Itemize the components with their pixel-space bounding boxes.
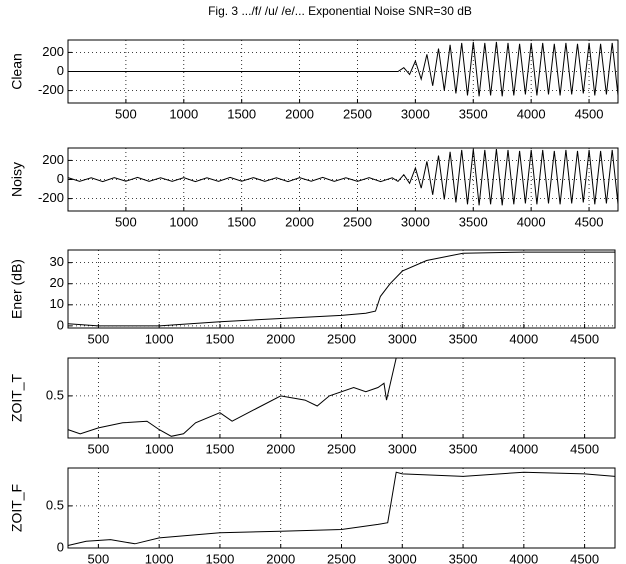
- signal-line: [67, 148, 619, 206]
- x-tick-label: 500: [115, 214, 137, 229]
- x-tick-label: 2500: [343, 106, 372, 121]
- y-tick-label: -200: [38, 82, 64, 97]
- y-tick-label: 0: [57, 539, 64, 554]
- x-tick-label: 3500: [449, 551, 478, 564]
- x-tick-label: 1500: [227, 214, 256, 229]
- x-tick-label: 1000: [145, 441, 174, 456]
- x-tick-label: 4500: [570, 441, 599, 456]
- x-tick-label: 4000: [509, 551, 538, 564]
- x-tick-label: 3000: [388, 441, 417, 456]
- y-tick-label: -200: [38, 190, 64, 205]
- figure-title: Fig. 3 .../f/ /u/ /e/... Exponential Noi…: [208, 4, 472, 18]
- y-axis-label: Ener (dB): [9, 259, 25, 319]
- y-axis-label: ZOIT_T: [9, 373, 25, 422]
- x-tick-label: 1500: [227, 106, 256, 121]
- x-tick-label: 2000: [266, 331, 295, 346]
- x-tick-label: 1000: [145, 331, 174, 346]
- x-tick-label: 3000: [401, 214, 430, 229]
- x-tick-label: 1000: [169, 214, 198, 229]
- x-tick-label: 4000: [509, 331, 538, 346]
- x-tick-label: 2500: [327, 331, 356, 346]
- y-tick-label: 0: [57, 171, 64, 186]
- x-tick-label: 3500: [459, 106, 488, 121]
- y-tick-label: 0.5: [46, 497, 64, 512]
- x-tick-label: 4500: [570, 551, 599, 564]
- x-tick-label: 1500: [205, 331, 234, 346]
- y-tick-label: 0.5: [46, 387, 64, 402]
- y-tick-label: 0: [57, 63, 64, 78]
- x-tick-label: 500: [88, 331, 110, 346]
- axes-box: [67, 357, 616, 439]
- x-tick-label: 4500: [575, 106, 604, 121]
- subplot: 500 1000 1500 2000 2500 3000 3500 4000 4500 -200 0…: [9, 147, 619, 229]
- x-tick-label: 2500: [343, 214, 372, 229]
- x-tick-label: 4500: [575, 214, 604, 229]
- x-tick-label: 2500: [327, 441, 356, 456]
- x-tick-label: 4000: [517, 106, 546, 121]
- x-tick-label: 500: [88, 551, 110, 564]
- y-axis-label: ZOIT_F: [9, 484, 25, 532]
- signal-line: [68, 41, 619, 97]
- x-tick-label: 2000: [285, 106, 314, 121]
- axes-box: [67, 39, 619, 104]
- subplot: 500 1000 1500 2000 2500 3000 3500 4000 4500 0 0.5 Z…: [9, 467, 616, 564]
- x-tick-label: 3500: [449, 331, 478, 346]
- x-tick-label: 3500: [449, 441, 478, 456]
- axes-box: [67, 467, 616, 549]
- subplot: 500 1000 1500 2000 2500 3000 3500 4000 4500 -200 0…: [9, 39, 619, 121]
- x-tick-label: 1000: [169, 106, 198, 121]
- x-tick-label: 3000: [401, 106, 430, 121]
- y-tick-label: 200: [42, 152, 64, 167]
- signal-line: [67, 471, 616, 546]
- x-tick-label: 4000: [517, 214, 546, 229]
- x-tick-label: 3500: [459, 214, 488, 229]
- x-tick-label: 3000: [388, 551, 417, 564]
- subplot: 500 1000 1500 2000 2500 3000 3500 4000 4500 0.5 ZO…: [9, 357, 616, 456]
- axes-box: [67, 147, 619, 212]
- axes-box: [67, 249, 616, 329]
- x-tick-label: 1500: [205, 551, 234, 564]
- x-tick-label: 4000: [509, 441, 538, 456]
- x-tick-label: 500: [115, 106, 137, 121]
- x-tick-label: 500: [88, 441, 110, 456]
- y-tick-label: 0: [57, 317, 64, 332]
- y-tick-label: 20: [50, 275, 64, 290]
- signal-line: [67, 357, 615, 437]
- x-tick-label: 2000: [266, 551, 295, 564]
- x-tick-label: 1500: [205, 441, 234, 456]
- y-axis-label: Noisy: [9, 162, 25, 197]
- x-tick-label: 2000: [266, 441, 295, 456]
- y-tick-label: 200: [42, 44, 64, 59]
- x-tick-label: 2000: [285, 214, 314, 229]
- y-axis-label: Clean: [9, 53, 25, 90]
- subplot: 500 1000 1500 2000 2500 3000 3500 4000 4500 0 10 20…: [9, 249, 616, 346]
- y-tick-label: 10: [50, 296, 64, 311]
- x-tick-label: 1000: [145, 551, 174, 564]
- x-tick-label: 3000: [388, 331, 417, 346]
- y-tick-label: 30: [50, 254, 64, 269]
- x-tick-label: 2500: [327, 551, 356, 564]
- x-tick-label: 4500: [570, 331, 599, 346]
- signal-line: [67, 251, 615, 327]
